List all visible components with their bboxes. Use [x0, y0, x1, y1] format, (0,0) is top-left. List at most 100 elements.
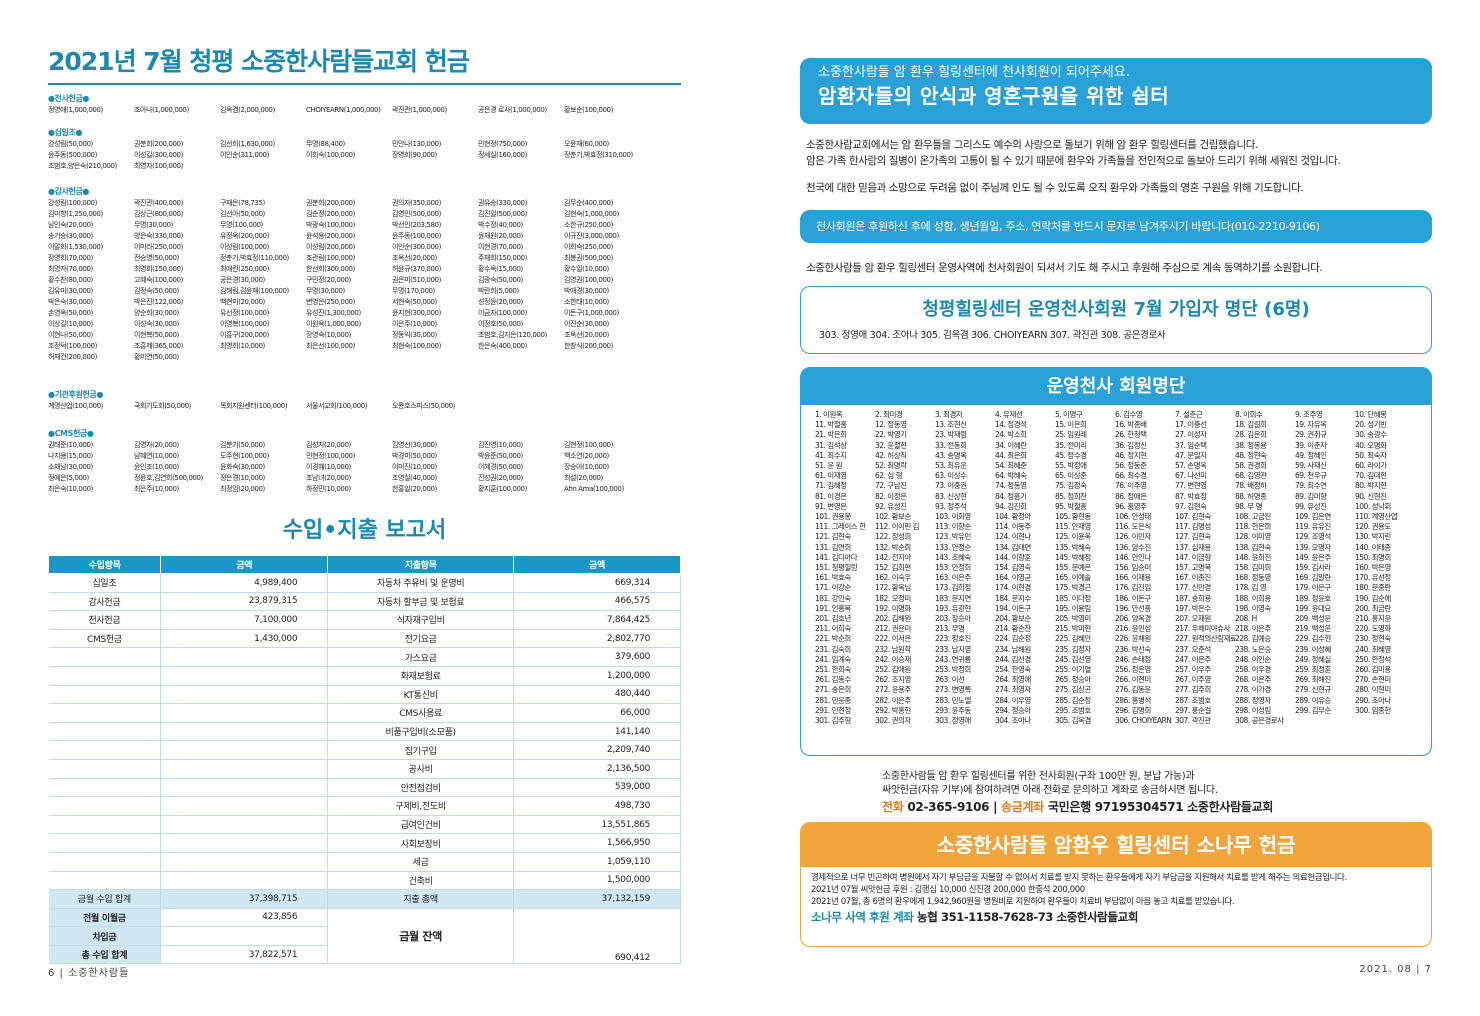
member-entry: 51. 윤 원	[815, 461, 843, 471]
member-entry: 134. 김태연	[995, 542, 1031, 552]
balance-value: 690,412	[513, 908, 681, 965]
member-entry: 41. 최수지	[815, 450, 847, 460]
member-entry: 284. 이우영	[995, 695, 1031, 705]
donor-entry: 김분기(50,000)	[220, 441, 265, 449]
donor-entry: 계명산업(100,000)	[48, 402, 103, 410]
member-entry: 1. 이원옥	[815, 410, 843, 419]
grand-total-label: 총 수입 합계	[48, 945, 162, 965]
member-entry: 139. 오명자	[1295, 542, 1331, 552]
member-entry: 221. 박순희	[815, 634, 851, 644]
donor-entry: 허윤규(370,000)	[392, 265, 441, 273]
donor-entry: 최은숙(10,000)	[48, 485, 93, 493]
donor-entry: 곽진관(1,000,000)	[392, 106, 447, 114]
donor-entry: 최은선(100,000)	[306, 342, 355, 350]
member-entry: 146. 안인나	[1115, 552, 1151, 562]
donor-entry: 윤석용(200,000)	[306, 232, 355, 240]
donor-entry: 윤인조(10,000)	[134, 463, 179, 471]
member-entry: 166. 이재용	[1115, 573, 1151, 583]
grand-total-row: 총 수입 합계 37,822,571	[48, 945, 681, 965]
donor-entry: 공은경(30,000)	[220, 276, 265, 284]
member-entry: 267. 이주영	[1175, 675, 1211, 685]
donor-entry: 한창식(200,000)	[564, 342, 613, 350]
member-entry: 126. 이민자	[1115, 532, 1151, 542]
donor-entry: 한은숙(400,000)	[478, 342, 527, 350]
expense-amount: 13,551,865	[513, 815, 681, 835]
member-entry: 54. 최혜준	[995, 461, 1027, 471]
expense-amount: 1,566,950	[513, 833, 681, 853]
donor-entry: 고혜숙(100,000)	[134, 276, 183, 284]
member-entry: 273. 변영록	[935, 685, 971, 695]
member-entry: 80. 박지현	[1355, 481, 1387, 491]
member-entry: 164. 이영균	[995, 573, 1031, 583]
donor-entry: 윤화숙(30,000)	[220, 463, 265, 471]
donor-entry: 윤주동(500,000)	[48, 151, 97, 159]
donor-entry: 정동익(30,000)	[392, 331, 437, 339]
member-entry: 261. 김동수	[815, 675, 851, 685]
donor-entry: 이영복(100,000)	[220, 320, 269, 328]
donor-entry: 정윤호,김연희(500,000)	[134, 474, 203, 482]
member-entry: 220. 도영화	[1355, 624, 1391, 634]
member-entry: 186. 이돈구	[1115, 593, 1151, 603]
member-entry: 109. 김은연	[1295, 512, 1331, 522]
table-row: 급여인건비 13,551,865	[48, 815, 681, 835]
member-entry: 214. 황순찬	[995, 624, 1031, 634]
donation-section-heading: ●십일조●	[48, 128, 83, 137]
member-entry: 153. 안정희	[935, 563, 971, 573]
column-header: 수입항목	[47, 555, 162, 574]
member-entry: 52. 최명락	[875, 461, 907, 471]
member-entry: 63. 이상수	[935, 471, 967, 481]
donor-entry: 김해림,김윤재(100,000)	[220, 287, 289, 295]
donor-entry: 김미향(1,250,000)	[48, 210, 103, 218]
donor-entry: 김선아(50,000)	[220, 210, 265, 218]
member-entry: 172. 황옥님	[875, 583, 911, 593]
sonamu-account: 소나무 사역 후원 계좌 농협 351-1158-7628-73 소중한사람들교…	[811, 911, 1421, 923]
donor-entry: 황수일(10,000)	[564, 265, 609, 273]
member-entry: 118. 한은희	[1235, 522, 1271, 532]
member-entry: 112. 이이린 김	[875, 522, 920, 532]
donor-entry: 강성림(100,000)	[48, 199, 97, 207]
member-entry: 116. 도은식	[1115, 522, 1151, 532]
member-entry: 29. 권취규	[1295, 430, 1327, 440]
sonamu-text: 2021년 07월 씨앗헌금 후원 : 김행심 10,000 신진경 200,0…	[811, 885, 1085, 895]
table-row: 천사헌금 7,100,000 식자재구입비 7,864,425	[48, 610, 681, 630]
donor-entry: 권분희(200,000)	[134, 140, 183, 148]
income-item	[48, 815, 162, 835]
income-amount	[160, 871, 329, 891]
donor-entry: 이성숙(30,000)	[134, 320, 179, 328]
member-entry: 3. 최경자	[935, 410, 963, 419]
member-entry: 233. 남지영	[935, 644, 971, 654]
donor-entry: 소채남(30,000)	[48, 463, 93, 471]
donor-entry: 이인순(311,000)	[220, 151, 269, 159]
member-entry: 128. 이미영	[1235, 532, 1271, 542]
member-entry: 276. 김동윤	[1115, 685, 1151, 695]
member-entry: 170. 유선정	[1355, 573, 1391, 583]
donor-entry: 전승영(50,000)	[134, 254, 179, 262]
income-item	[48, 796, 162, 816]
donor-entry: 박수정(40,000)	[478, 221, 523, 229]
member-entry: 222. 이서은	[875, 634, 911, 644]
member-entry: 114. 이동주	[995, 522, 1031, 532]
member-entry: 217. 우체미야슈사	[1175, 624, 1230, 634]
member-entry: 53. 최유운	[935, 461, 967, 471]
member-entry: 308. 공은경로사	[1235, 716, 1284, 726]
member-entry: 288. 정영자	[1235, 695, 1271, 705]
member-entry: 55. 박정애	[1055, 461, 1087, 471]
expense-item: CMS사용료	[327, 703, 515, 723]
member-entry: 117. 김명성	[1175, 522, 1211, 532]
member-entry: 168. 정동영	[1235, 573, 1271, 583]
donation-section-heading: ●CMS헌금●	[48, 429, 94, 438]
member-entry: 135. 박혜숙	[1055, 542, 1091, 552]
expense-amount: 1,500,000	[513, 871, 681, 891]
table-row: 사회보장비 1,566,950	[48, 833, 681, 853]
member-entry: 225. 김혜안	[1055, 634, 1091, 644]
donor-entry: 공은경 로사(1,000,000)	[478, 106, 547, 114]
member-entry: 23. 박재렴	[935, 430, 967, 440]
expense-amount: 7,864,425	[513, 610, 681, 630]
donor-entry: 이은주(10,000)	[392, 320, 437, 328]
donor-entry: 최명자(70,000)	[48, 265, 93, 273]
table-row: KT통신비 480,440	[48, 685, 681, 705]
donor-entry: 박애경(30,000)	[564, 287, 609, 295]
member-entry: 191. 인홍복	[815, 603, 851, 613]
member-entry: 237. 오준석	[1175, 644, 1211, 654]
member-entry: 303. 정영애	[935, 716, 971, 726]
